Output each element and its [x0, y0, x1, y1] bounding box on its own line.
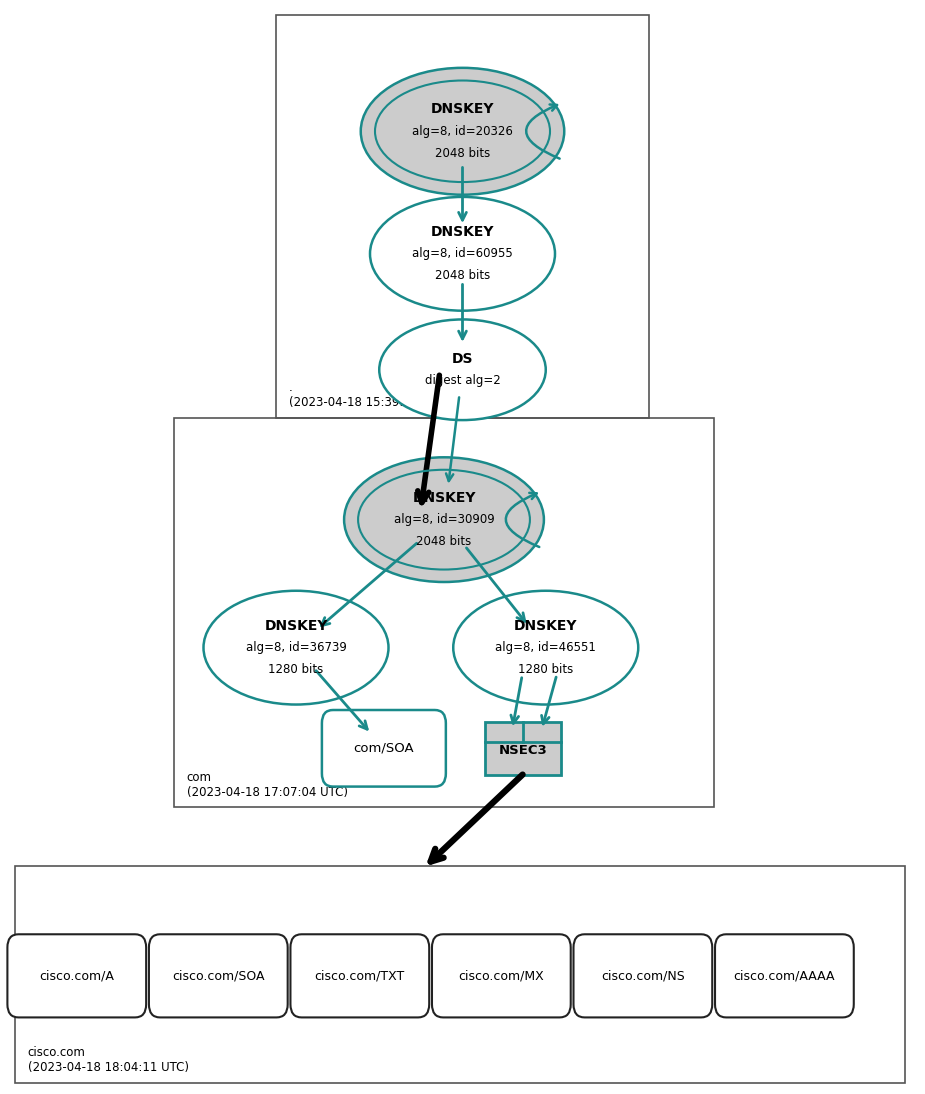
FancyBboxPatch shape: [149, 934, 288, 1017]
Text: cisco.com/AAAA: cisco.com/AAAA: [734, 969, 835, 982]
Text: cisco.com/MX: cisco.com/MX: [459, 969, 544, 982]
Text: DS: DS: [451, 352, 474, 365]
Bar: [174, 418, 714, 807]
Text: DNSKEY: DNSKEY: [431, 103, 494, 116]
Ellipse shape: [344, 457, 544, 582]
Text: alg=8, id=46551: alg=8, id=46551: [495, 641, 597, 654]
Text: cisco.com/A: cisco.com/A: [40, 969, 114, 982]
FancyBboxPatch shape: [715, 934, 854, 1017]
Text: NSEC3: NSEC3: [499, 744, 547, 757]
Text: digest alg=2: digest alg=2: [425, 374, 500, 387]
Text: alg=8, id=20326: alg=8, id=20326: [412, 125, 513, 138]
Bar: [485, 722, 561, 775]
Text: DNSKEY: DNSKEY: [413, 491, 475, 504]
Text: 1280 bits: 1280 bits: [268, 663, 324, 676]
Text: cisco.com/SOA: cisco.com/SOA: [172, 969, 265, 982]
Text: 2048 bits: 2048 bits: [416, 535, 472, 548]
Text: DNSKEY: DNSKEY: [431, 225, 494, 238]
Text: DNSKEY: DNSKEY: [514, 619, 577, 632]
Text: com
(2023-04-18 17:07:04 UTC): com (2023-04-18 17:07:04 UTC): [187, 770, 348, 799]
Text: 1280 bits: 1280 bits: [518, 663, 574, 676]
FancyBboxPatch shape: [574, 934, 712, 1017]
Text: DNSKEY: DNSKEY: [265, 619, 327, 632]
Text: alg=8, id=60955: alg=8, id=60955: [413, 247, 512, 260]
Text: cisco.com/NS: cisco.com/NS: [601, 969, 684, 982]
Text: alg=8, id=36739: alg=8, id=36739: [245, 641, 347, 654]
Text: 2048 bits: 2048 bits: [435, 147, 490, 160]
Text: com/SOA: com/SOA: [353, 742, 414, 755]
Ellipse shape: [370, 197, 555, 311]
FancyBboxPatch shape: [290, 934, 429, 1017]
Ellipse shape: [204, 591, 388, 705]
Bar: [15, 866, 905, 1083]
Text: cisco.com
(2023-04-18 18:04:11 UTC): cisco.com (2023-04-18 18:04:11 UTC): [28, 1046, 189, 1074]
Text: 2048 bits: 2048 bits: [435, 269, 490, 282]
Text: cisco.com/TXT: cisco.com/TXT: [314, 969, 405, 982]
Text: alg=8, id=30909: alg=8, id=30909: [394, 513, 494, 526]
FancyBboxPatch shape: [7, 934, 146, 1017]
FancyBboxPatch shape: [432, 934, 571, 1017]
FancyBboxPatch shape: [322, 710, 446, 787]
Ellipse shape: [453, 591, 638, 705]
Ellipse shape: [379, 319, 546, 420]
Text: .
(2023-04-18 15:39:41 UTC): . (2023-04-18 15:39:41 UTC): [289, 381, 450, 409]
Bar: [276, 15, 649, 418]
Ellipse shape: [361, 68, 564, 195]
